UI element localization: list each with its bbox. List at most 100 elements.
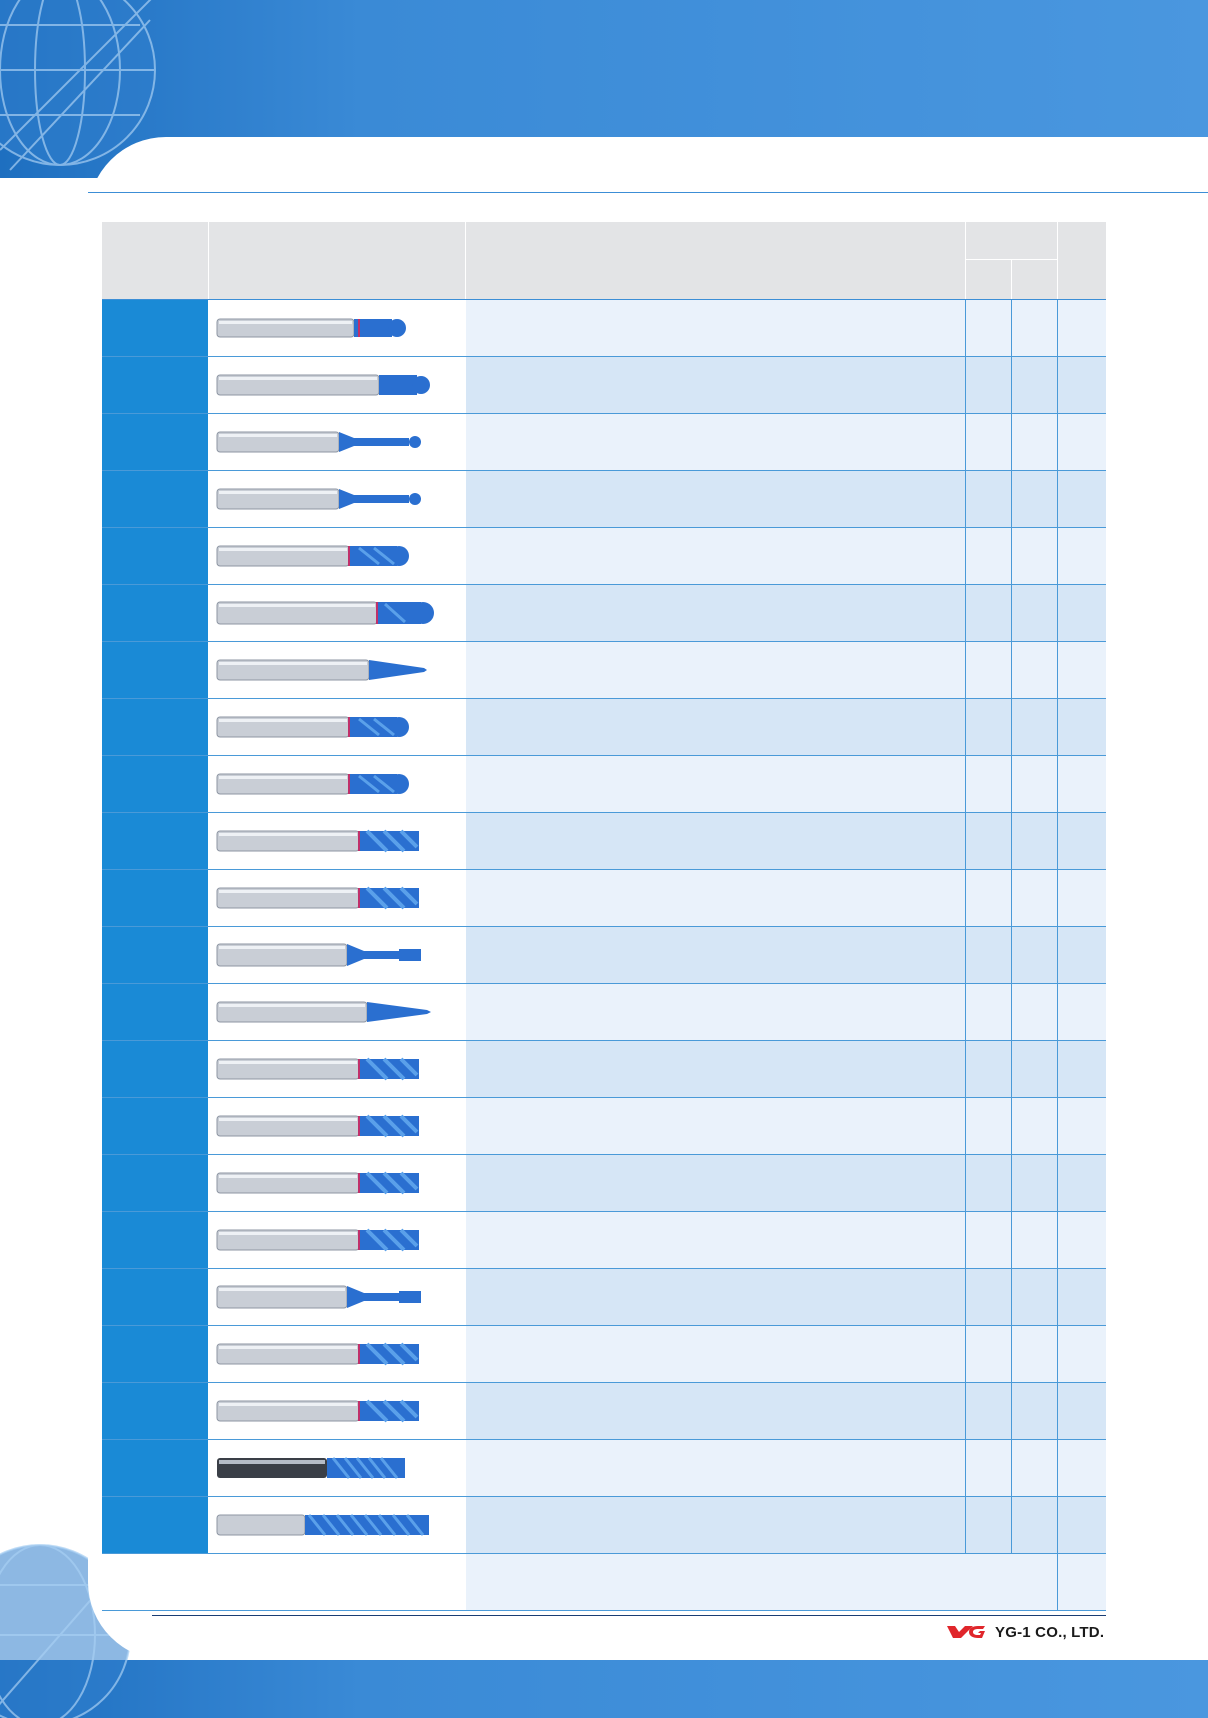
column-divider (1011, 1383, 1012, 1439)
description-cell (466, 1269, 965, 1325)
description-cell (466, 1155, 965, 1211)
column-divider (965, 1269, 966, 1325)
square-endmill-icon (216, 1171, 419, 1195)
ball-endmill-long-icon (216, 601, 434, 625)
page-cell (1058, 1155, 1106, 1211)
column-divider (1057, 813, 1058, 869)
series-code-cell (102, 1155, 208, 1211)
square-endmill-icon (216, 1228, 419, 1252)
application-cell (1012, 927, 1057, 983)
description-cell (466, 300, 965, 356)
column-divider (1057, 528, 1058, 584)
tool-image-cell (209, 300, 465, 356)
page-cell (1058, 300, 1106, 356)
application-cell (966, 1326, 1011, 1382)
table-row (102, 1155, 1106, 1212)
application-cell (1012, 471, 1057, 527)
application-cell (1012, 1497, 1057, 1553)
page-cell (1058, 1212, 1106, 1268)
long-neck-ball-endmill-icon (216, 431, 421, 453)
column-divider (1057, 984, 1058, 1040)
series-code-cell (102, 699, 208, 755)
column-divider (1011, 414, 1012, 470)
column-divider (1057, 1383, 1058, 1439)
tool-image-cell (209, 870, 465, 926)
page-cell (1058, 756, 1106, 812)
application-cell (966, 984, 1011, 1040)
column-divider (1011, 585, 1012, 641)
table-row (102, 357, 1106, 414)
corner-radius-endmill-icon (216, 318, 406, 338)
table-footer-row (102, 1554, 1106, 1611)
page-cell (1058, 357, 1106, 413)
page-cell (1058, 414, 1106, 470)
column-divider (1057, 414, 1058, 470)
description-cell (466, 813, 965, 869)
description-cell (466, 1383, 965, 1439)
table-row (102, 927, 1106, 984)
description-cell (466, 528, 965, 584)
tool-image-cell (209, 927, 465, 983)
description-cell (466, 1212, 965, 1268)
series-code-cell (102, 756, 208, 812)
table-row (102, 300, 1106, 357)
square-endmill-icon (216, 1057, 419, 1081)
long-neck-ball-endmill-icon (216, 488, 421, 510)
footer-description-cell (466, 1554, 1057, 1610)
application-cell (966, 1212, 1011, 1268)
column-divider (1011, 1155, 1012, 1211)
column-divider (1057, 699, 1058, 755)
series-code-cell (102, 984, 208, 1040)
tapered-ball-endmill-icon (216, 659, 427, 681)
column-divider (1011, 357, 1012, 413)
column-divider (965, 642, 966, 698)
application-cell (1012, 1212, 1057, 1268)
tool-image-cell (209, 1326, 465, 1382)
ball-endmill-icon (216, 773, 409, 795)
application-cell (966, 699, 1011, 755)
column-divider (965, 528, 966, 584)
header-divider (208, 222, 209, 299)
series-code-cell (102, 870, 208, 926)
description-cell (466, 357, 965, 413)
page-cell (1058, 1383, 1106, 1439)
series-code-cell (102, 300, 208, 356)
tool-image-cell (209, 1440, 465, 1496)
page-cell (1058, 471, 1106, 527)
column-divider (1011, 471, 1012, 527)
header-subdivider (966, 259, 1057, 260)
tool-image-cell (209, 1041, 465, 1097)
tool-image-cell (209, 414, 465, 470)
application-cell (966, 1098, 1011, 1154)
tool-image-cell (209, 642, 465, 698)
application-cell (1012, 357, 1057, 413)
header-divider (965, 222, 966, 299)
multi-flute-endmill-icon (217, 1457, 405, 1479)
column-divider (1011, 1326, 1012, 1382)
multi-flute-endmill-long-icon (216, 1514, 429, 1536)
table-row (102, 414, 1106, 471)
table-row (102, 1440, 1106, 1497)
column-divider (1011, 528, 1012, 584)
application-cell (966, 528, 1011, 584)
column-divider (1057, 1440, 1058, 1496)
company-logo: YG-1 CO., LTD. (945, 1620, 1104, 1644)
application-cell (966, 1383, 1011, 1439)
column-divider (1057, 1497, 1058, 1553)
series-code-cell (102, 1269, 208, 1325)
tool-image-cell (209, 1497, 465, 1553)
column-divider (965, 699, 966, 755)
application-cell (1012, 1269, 1057, 1325)
column-divider (965, 585, 966, 641)
table-row (102, 1041, 1106, 1098)
page-cell (1058, 585, 1106, 641)
corner-radius-endmill-long-icon (216, 374, 430, 396)
table-row (102, 813, 1106, 870)
application-cell (1012, 756, 1057, 812)
column-divider (1011, 642, 1012, 698)
top-rule (88, 192, 1208, 193)
page-cell (1058, 642, 1106, 698)
column-divider (1057, 1155, 1058, 1211)
column-divider (965, 1326, 966, 1382)
column-divider (1057, 870, 1058, 926)
